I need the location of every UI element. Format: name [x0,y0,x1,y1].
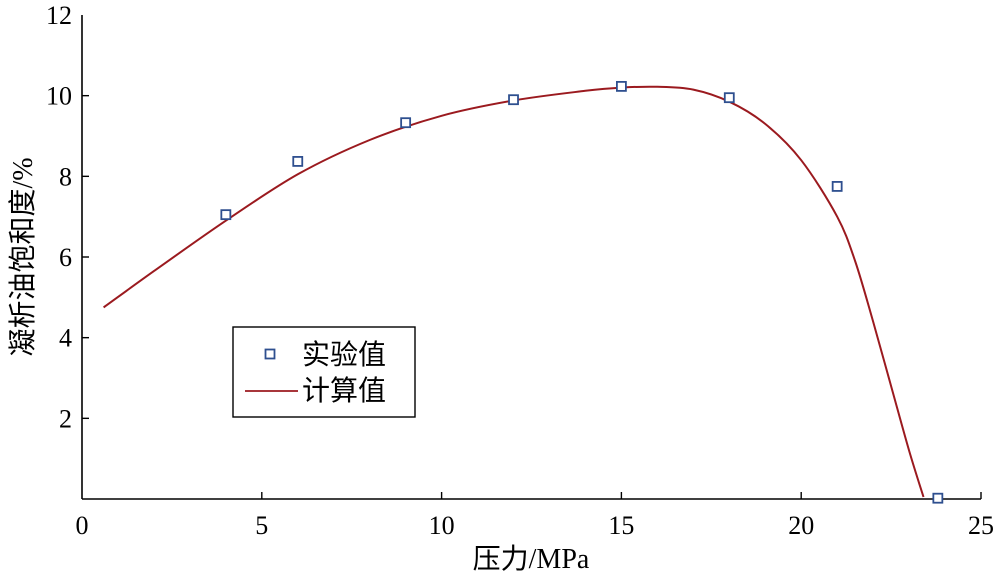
legend-box [232,326,416,418]
experimental-point [292,156,304,167]
y-tick-label: 8 [59,162,72,191]
experimental-point [932,492,944,504]
series-layer [103,80,944,504]
x-tick-label: 5 [255,511,268,540]
experimental-point [508,94,519,106]
y-tick-label: 6 [59,243,72,272]
y-tick-label: 4 [59,324,72,353]
calculated-curve [103,85,925,498]
y-ticks: 2 4 6 8 10 12 [46,1,89,433]
x-tick-label: 20 [788,511,814,540]
legend-label-experimental: 实验值 [302,339,386,371]
y-tick-label: 10 [46,82,72,111]
y-axis-label: 凝析油饱和度/% [7,157,39,356]
experimental-point [723,92,735,104]
legend-label-calculated: 计算值 [302,375,386,407]
legend: 实验值 计算值 [232,326,416,418]
experimental-point [220,209,232,221]
x-axis-label: 压力/MPa [473,543,590,575]
x-tick-label: 0 [76,511,89,540]
legend-marker-experimental [264,348,276,360]
x-tick-label: 25 [968,511,994,540]
x-tick-label: 15 [608,511,634,540]
y-tick-label: 2 [59,404,72,433]
x-tick-label: 10 [429,511,455,540]
plot-axes [81,15,981,500]
y-tick-label: 12 [46,1,72,30]
x-ticks: 0 5 10 15 20 25 [76,492,994,540]
experimental-point [400,117,412,129]
experimental-point [831,181,843,192]
experimental-point [616,80,627,92]
